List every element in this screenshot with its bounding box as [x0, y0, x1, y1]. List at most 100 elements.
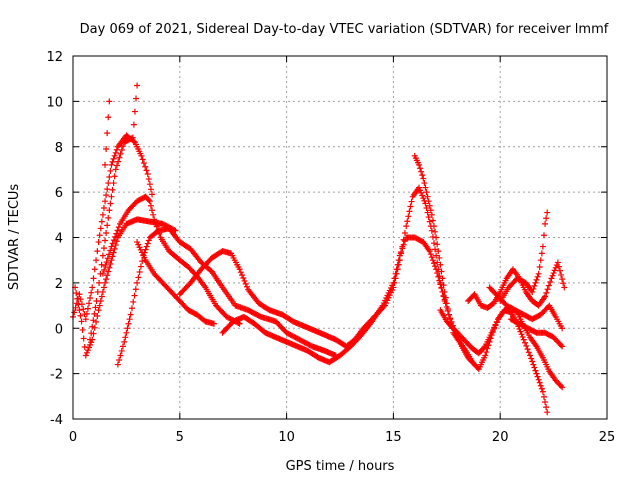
data-point — [420, 175, 427, 182]
data-point — [105, 214, 112, 221]
data-point — [434, 259, 441, 266]
data-point — [83, 349, 90, 356]
data-point — [525, 349, 532, 356]
data-point — [84, 347, 91, 354]
data-point — [142, 163, 149, 170]
data-point — [143, 167, 150, 174]
data-point — [243, 283, 250, 290]
x-tick-label: 20 — [492, 430, 509, 445]
data-point — [401, 238, 408, 245]
data-point — [535, 376, 542, 383]
data-point — [239, 272, 246, 279]
data-point — [137, 263, 144, 270]
data-point — [143, 243, 150, 250]
data-point — [102, 161, 109, 168]
data-point — [395, 257, 402, 264]
data-point — [100, 284, 107, 291]
data-point — [542, 220, 549, 227]
x-tick-label: 15 — [385, 430, 402, 445]
data-point — [528, 355, 535, 362]
data-point — [140, 160, 147, 167]
data-point — [430, 260, 437, 267]
data-point — [536, 263, 543, 270]
data-point — [442, 294, 449, 301]
y-tick-label: 8 — [55, 141, 63, 156]
data-point — [93, 318, 100, 325]
data-point — [398, 249, 405, 256]
y-tick-label: 0 — [55, 322, 63, 337]
data-point — [423, 205, 430, 212]
data-point — [144, 170, 151, 177]
data-point — [103, 192, 110, 199]
data-point — [547, 278, 554, 285]
data-point — [436, 254, 443, 261]
data-point — [538, 385, 545, 392]
data-point — [104, 272, 111, 279]
data-point — [393, 266, 400, 273]
data-point — [396, 252, 403, 259]
data-point — [542, 293, 549, 300]
data-point — [429, 257, 436, 264]
series-arc-12 — [465, 259, 568, 311]
data-point — [426, 248, 433, 255]
data-point — [97, 225, 104, 232]
x-tick-label: 25 — [599, 430, 616, 445]
data-point — [105, 180, 112, 187]
data-point — [401, 229, 408, 236]
data-point — [94, 312, 101, 319]
data-point — [112, 149, 119, 156]
data-point — [104, 222, 111, 229]
data-point — [543, 404, 550, 411]
data-point — [80, 306, 87, 313]
data-point — [557, 342, 564, 349]
series-arc-2 — [87, 82, 141, 343]
data-point — [535, 270, 542, 277]
data-point — [103, 229, 110, 236]
data-point — [76, 307, 83, 314]
data-point — [104, 255, 111, 262]
data-point — [94, 288, 101, 295]
x-tick-label: 5 — [176, 430, 184, 445]
y-tick-label: -4 — [50, 413, 63, 428]
data-point — [104, 186, 111, 193]
data-point — [146, 198, 153, 205]
series-arc-4 — [72, 216, 179, 359]
data-point — [439, 275, 446, 282]
data-point — [120, 143, 127, 150]
data-point — [559, 325, 566, 332]
axis-ticks: 0 5 10 15 20 25 -4 -2 0 2 4 6 8 10 12 — [46, 50, 615, 445]
data-point — [139, 156, 146, 163]
data-point — [83, 310, 90, 317]
data-point — [146, 181, 153, 188]
data-point — [438, 285, 445, 292]
data-point — [111, 245, 118, 252]
data-point — [93, 257, 100, 264]
data-point — [138, 152, 145, 159]
data-point — [531, 364, 538, 371]
data-point — [425, 198, 432, 205]
data-point — [240, 275, 247, 282]
data-point — [394, 261, 401, 268]
data-point — [113, 238, 120, 245]
data-point — [110, 249, 117, 256]
data-point — [144, 240, 151, 247]
data-point — [108, 193, 115, 200]
data-point — [115, 224, 122, 231]
data-point — [107, 247, 114, 254]
data-point — [407, 203, 414, 210]
data-point — [127, 311, 134, 318]
data-point — [416, 161, 423, 168]
data-point — [86, 300, 93, 307]
data-point — [242, 280, 249, 287]
data-point — [151, 216, 158, 223]
data-point — [92, 304, 99, 311]
data-point — [554, 259, 561, 266]
data-point — [80, 335, 87, 342]
data-point — [99, 252, 106, 259]
data-point — [116, 357, 123, 364]
data-point — [147, 202, 154, 209]
data-point — [488, 329, 495, 336]
data-point — [531, 282, 538, 289]
data-point — [532, 279, 539, 286]
